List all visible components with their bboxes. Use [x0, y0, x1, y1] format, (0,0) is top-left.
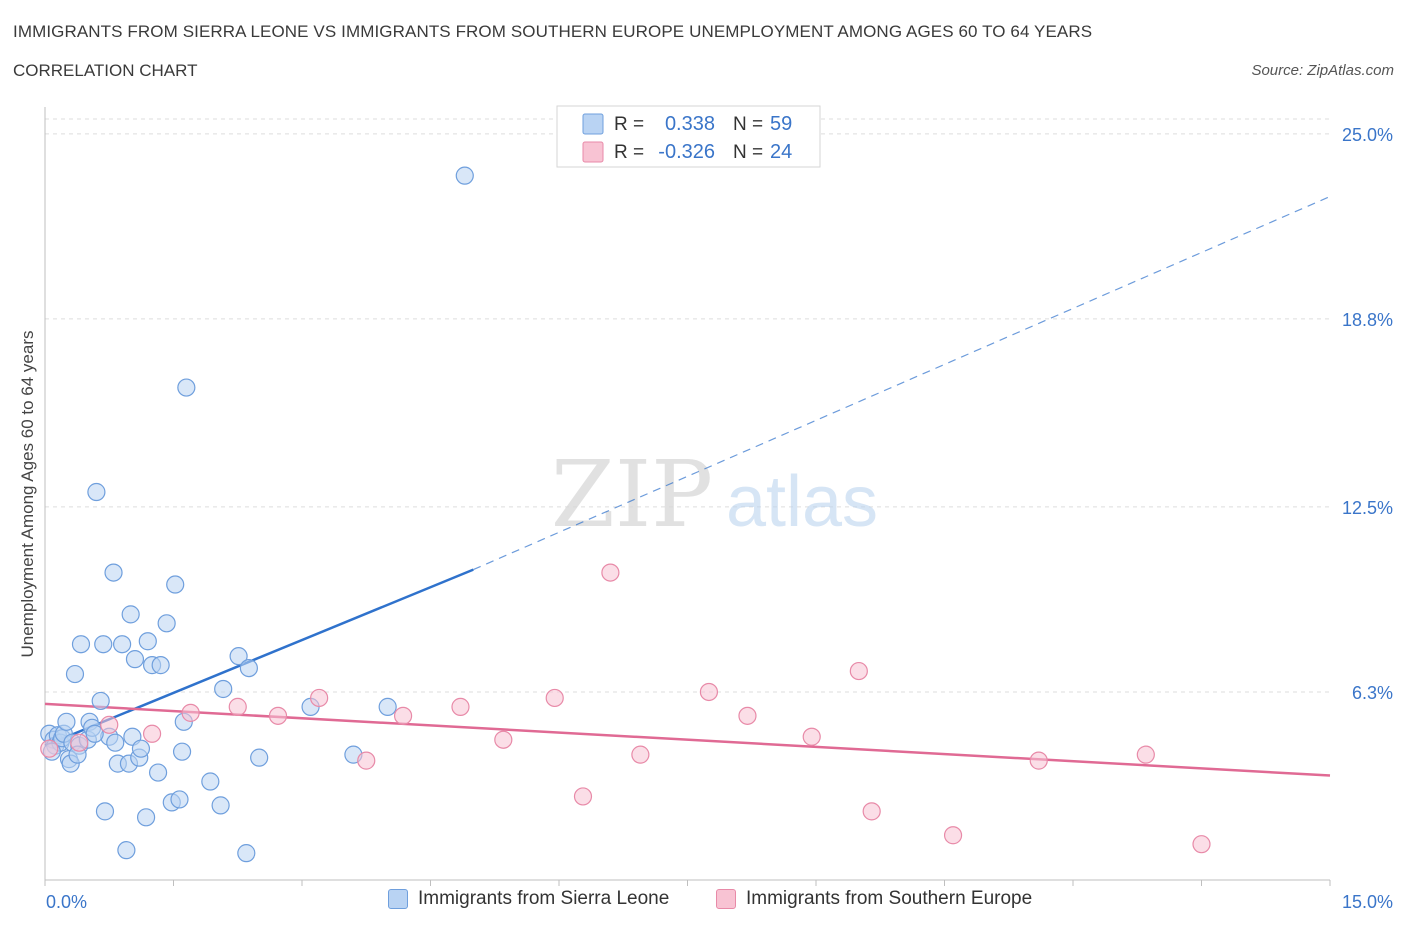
point-southern-europe-13 [573, 787, 593, 806]
legend-r-value-1: 0.338 [665, 113, 715, 135]
point-southern-europe-5 [228, 697, 247, 716]
point-southern-europe-1 [70, 733, 89, 752]
point-sierra-leone-17 [87, 482, 106, 502]
point-sierra-leone-54 [378, 697, 397, 716]
point-sierra-leone-18 [91, 691, 110, 711]
point-southern-europe-4 [181, 703, 200, 722]
trend-line-sierra-leone [44, 568, 474, 747]
point-sierra-leone-49 [237, 844, 256, 863]
legend-swatch-blue [582, 113, 604, 135]
legend-r-value-2: -0.326 [658, 141, 715, 163]
point-southern-europe-11 [494, 730, 513, 749]
point-southern-europe-15 [631, 745, 650, 764]
legend-swatch-southern-europe [716, 889, 736, 909]
gridlines [45, 118, 1330, 693]
point-sierra-leone-25 [112, 635, 132, 654]
legend-item-southern-europe: Immigrants from Southern Europe [716, 888, 1032, 910]
point-sierra-leone-34 [138, 632, 157, 651]
point-sierra-leone-40 [166, 575, 185, 594]
point-sierra-leone-22 [104, 563, 123, 582]
point-sierra-leone-55 [455, 166, 474, 185]
trend-line-sierra-leone-extension [473, 195, 1331, 571]
point-sierra-leone-58 [85, 724, 104, 743]
point-southern-europe-23 [1136, 745, 1155, 764]
watermark-zip: ZIP [551, 441, 713, 548]
legend-item-sierra-leone: Immigrants from Sierra Leone [388, 888, 669, 910]
y-tick-labels: 6.3% 12.5% 18.8% 25.0% [1342, 125, 1393, 703]
x-tick-labels: 0.0% 15.0% [46, 892, 1393, 912]
point-sierra-leone-42 [172, 742, 192, 761]
y-tick-label-1: 12.5% [1342, 498, 1393, 518]
legend-r-label-2: R = [614, 142, 644, 163]
trend-lines [44, 195, 1331, 777]
stats-legend: R = 0.338 N = 59 R = -0.326 N = 24 [556, 105, 821, 168]
point-southern-europe-24 [1192, 835, 1211, 854]
point-sierra-leone-37 [151, 656, 170, 675]
point-sierra-leone-7 [57, 712, 76, 731]
point-southern-europe-22 [1029, 751, 1048, 770]
legend-r-label-1: R = [614, 114, 644, 135]
point-sierra-leone-19 [94, 635, 113, 654]
data-points [40, 166, 1211, 863]
point-sierra-leone-44 [177, 378, 196, 397]
point-sierra-leone-36 [148, 763, 168, 782]
y-tick-label-3: 25.0% [1342, 125, 1393, 145]
point-sierra-leone-20 [95, 802, 115, 821]
point-sierra-leone-33 [136, 808, 156, 827]
point-sierra-leone-11 [65, 664, 85, 684]
legend-swatch-sierra-leone [388, 889, 408, 909]
watermark-atlas: atlas [726, 462, 878, 542]
point-sierra-leone-48 [229, 647, 248, 666]
y-axis-label: Unemployment Among Ages 60 to 64 years [18, 331, 37, 658]
point-sierra-leone-13 [71, 635, 91, 654]
point-sierra-leone-41 [170, 790, 189, 809]
point-southern-europe-18 [802, 727, 821, 746]
point-southern-europe-17 [738, 706, 757, 725]
point-southern-europe-20 [862, 802, 881, 821]
point-sierra-leone-45 [201, 772, 220, 791]
point-southern-europe-6 [268, 706, 288, 725]
point-southern-europe-9 [393, 706, 413, 725]
point-sierra-leone-26 [117, 841, 136, 860]
legend-n-label-1: N = [733, 114, 763, 135]
trend-line-southern-europe [44, 702, 1331, 777]
legend-label-southern-europe: Immigrants from Southern Europe [746, 888, 1033, 909]
point-southern-europe-16 [699, 682, 719, 702]
point-sierra-leone-47 [214, 679, 233, 699]
point-sierra-leone-46 [211, 796, 230, 815]
point-sierra-leone-50 [239, 658, 258, 678]
point-southern-europe-19 [849, 661, 868, 681]
point-southern-europe-7 [310, 688, 329, 708]
legend-swatch-pink [582, 141, 604, 163]
y-tick-label-2: 18.8% [1342, 310, 1393, 330]
point-sierra-leone-38 [157, 614, 176, 633]
source-credit: Source: ZipAtlas.com [1251, 62, 1394, 79]
point-sierra-leone-28 [121, 605, 140, 624]
point-sierra-leone-23 [106, 733, 125, 752]
x-tick-label-max: 15.0% [1342, 892, 1393, 912]
legend-n-value-1: 59 [770, 113, 792, 135]
series-legend: Immigrants from Sierra Leone Immigrants … [0, 888, 1406, 918]
watermark: ZIP atlas [551, 441, 878, 548]
point-southern-europe-3 [142, 724, 162, 743]
y-tick-label-0: 6.3% [1352, 683, 1393, 703]
point-southern-europe-2 [100, 715, 119, 734]
legend-label-sierra-leone: Immigrants from Sierra Leone [418, 888, 670, 909]
point-southern-europe-10 [451, 697, 470, 716]
point-southern-europe-0 [40, 739, 59, 758]
legend-n-label-2: N = [733, 142, 763, 163]
point-southern-europe-14 [601, 563, 620, 582]
point-southern-europe-12 [545, 688, 564, 708]
legend-n-value-2: 24 [770, 141, 792, 163]
point-southern-europe-21 [943, 826, 963, 845]
point-sierra-leone-32 [131, 739, 151, 758]
point-sierra-leone-51 [250, 748, 269, 767]
point-sierra-leone-30 [125, 650, 145, 669]
chart-subtitle: CORRELATION CHART [13, 61, 198, 80]
point-southern-europe-8 [357, 751, 376, 770]
x-tick-label-min: 0.0% [46, 892, 87, 912]
chart-title: IMMIGRANTS FROM SIERRA LEONE VS IMMIGRAN… [13, 22, 1093, 41]
